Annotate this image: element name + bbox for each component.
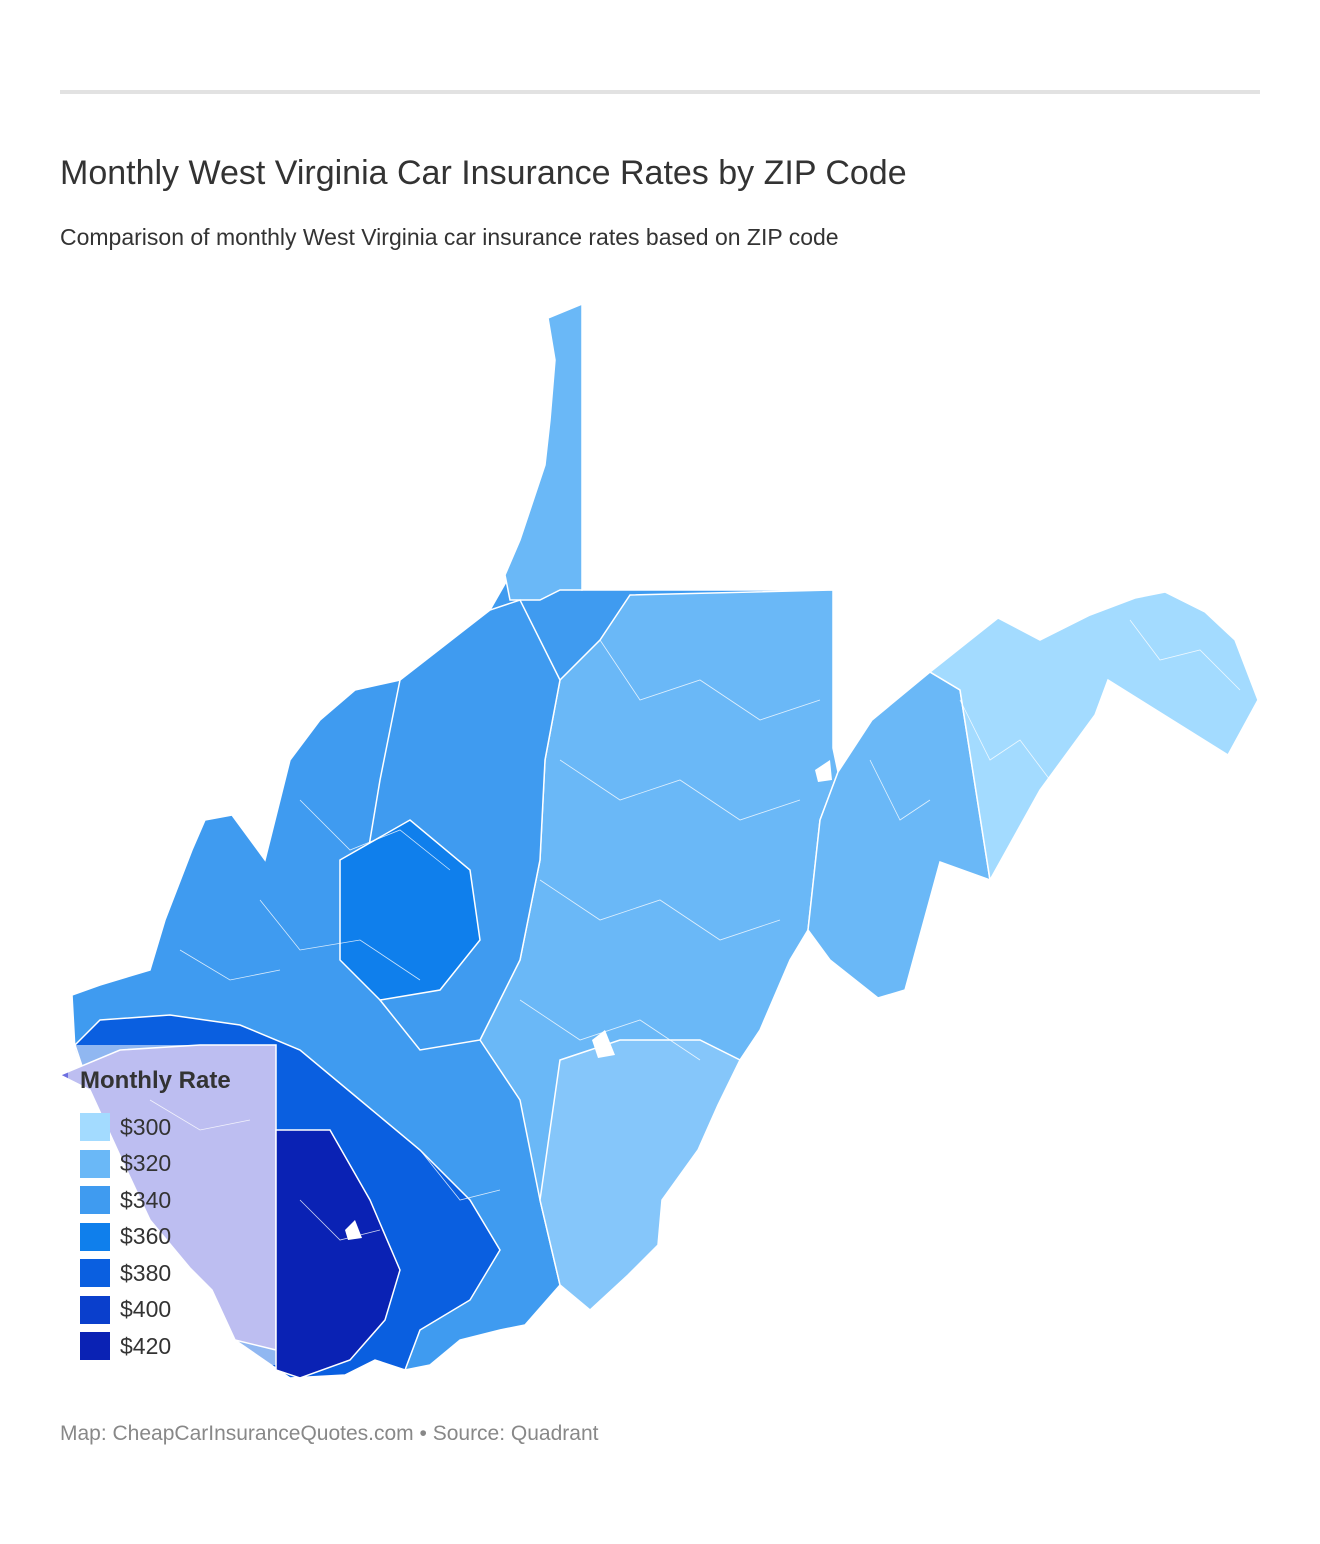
legend-label: $420 (120, 1332, 172, 1359)
legend-item: $420 (80, 1328, 171, 1365)
map-region[interactable] (504, 302, 583, 601)
map-region[interactable] (275, 1129, 401, 1379)
legend-swatch (80, 1295, 110, 1324)
map-region[interactable] (339, 819, 481, 1001)
top-divider (60, 90, 1260, 94)
source-credit: Map: CheapCarInsuranceQuotes.com • Sourc… (60, 1422, 599, 1445)
legend-swatch (80, 1113, 110, 1142)
legend-swatch (80, 1332, 110, 1361)
legend-item: $320 (80, 1146, 171, 1183)
map-hole (345, 1220, 362, 1240)
page-title: Monthly West Virginia Car Insurance Rate… (60, 154, 907, 192)
legend-label: $360 (120, 1223, 172, 1250)
legend-title: Monthly Rate (80, 1067, 231, 1094)
legend-swatch (80, 1259, 110, 1288)
map-hole (815, 760, 832, 782)
legend-item: $300 (80, 1109, 171, 1146)
legend-label: $300 (120, 1113, 172, 1140)
legend-swatch (80, 1186, 110, 1215)
legend-label: $380 (120, 1259, 172, 1286)
legend-item: $380 (80, 1255, 171, 1292)
legend-label: $320 (120, 1150, 172, 1177)
map-region[interactable] (807, 671, 991, 999)
legend-swatch (80, 1149, 110, 1178)
map-region[interactable] (539, 1039, 742, 1311)
legend-item: $340 (80, 1182, 171, 1219)
legend: Monthly Rate $300 $320 $340 $360 $380 $4… (68, 1045, 276, 1365)
map-region[interactable] (928, 591, 1259, 883)
legend-label: $400 (120, 1296, 172, 1323)
map-hole (592, 1030, 615, 1058)
page-subtitle: Comparison of monthly West Virginia car … (60, 224, 839, 250)
legend-item: $360 (80, 1219, 171, 1256)
legend-label: $340 (120, 1186, 172, 1213)
legend-swatch (80, 1222, 110, 1251)
legend-items: $300 $320 $340 $360 $380 $400 $420 (80, 1109, 171, 1365)
legend-item: $400 (80, 1292, 171, 1329)
